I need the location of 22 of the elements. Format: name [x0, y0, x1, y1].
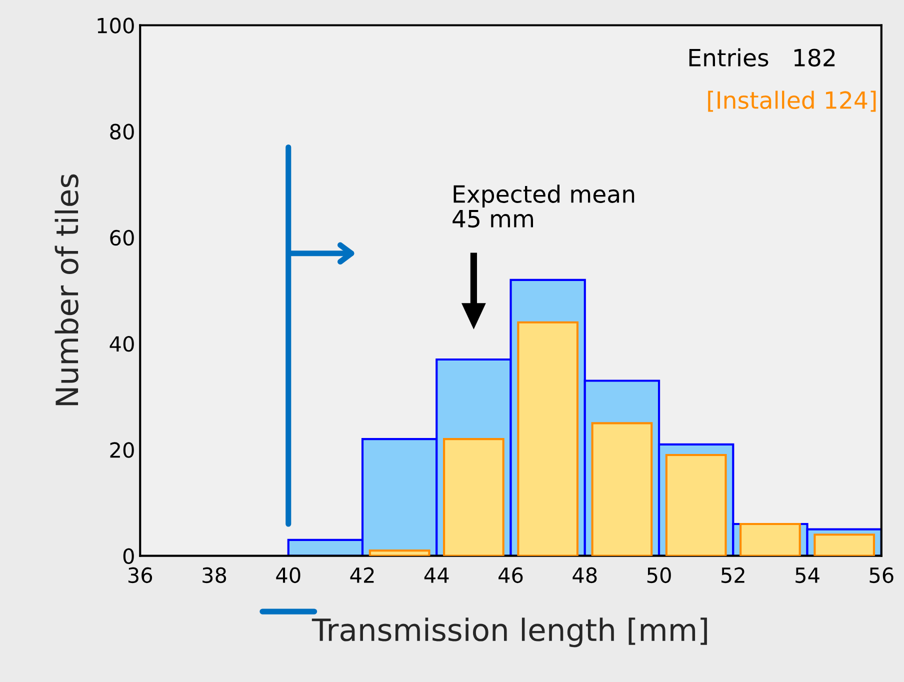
- y-tick-label: 100: [98, 18, 134, 34]
- x-tick-label: 46: [498, 567, 523, 584]
- x-tick-label: 44: [424, 568, 449, 583]
- x-tick-label: 50: [647, 567, 671, 584]
- y-tick-label: 40: [110, 336, 134, 352]
- annotation: Expected mean 45 mm: [452, 184, 634, 228]
- x-tick-label: 56: [870, 567, 894, 584]
- y-tick-label: 0: [123, 548, 134, 564]
- x-tick-label: 38: [202, 567, 226, 584]
- y-tick-label: 80: [110, 124, 134, 140]
- y-tick-label: 20: [110, 442, 134, 458]
- annotation: [Installed 124]: [708, 90, 876, 112]
- x-tick-label: 40: [276, 567, 300, 584]
- annotation: Entries 182: [689, 48, 835, 67]
- x-tick-label: 54: [796, 568, 820, 584]
- x-tick-label: 36: [128, 567, 152, 584]
- x-tick-label: 48: [572, 567, 597, 584]
- x-axis-title: Transmission length [mm]: [312, 618, 707, 648]
- y-axis-title: Number of tiles: [54, 174, 78, 406]
- y-tick-label: 60: [110, 230, 134, 246]
- x-tick-label: 52: [721, 567, 744, 584]
- x-tick-label: 42: [350, 567, 374, 583]
